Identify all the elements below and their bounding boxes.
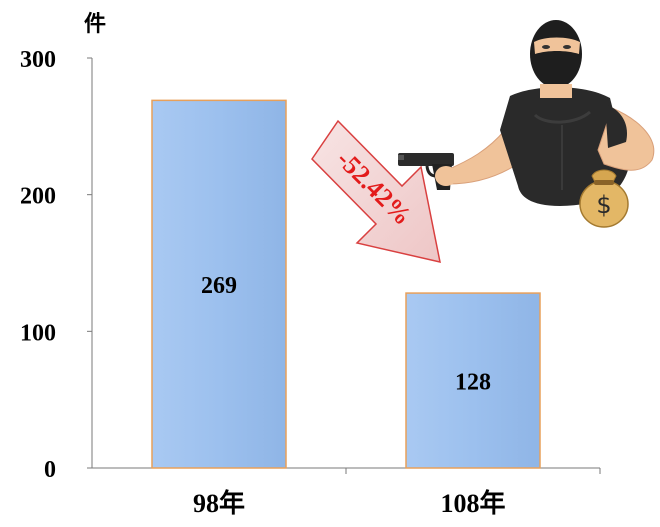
x-category-label: 98年 xyxy=(193,488,245,518)
y-tick-label: 0 xyxy=(44,457,56,483)
decrease-arrow: -52.42% xyxy=(311,119,441,263)
robber-illustration: $ xyxy=(398,20,655,228)
money-bag-icon: $ xyxy=(579,169,629,228)
decrease-arrow-shape xyxy=(311,119,441,263)
balaclava-head xyxy=(530,20,582,88)
x-category-label: 108年 xyxy=(440,488,505,518)
y-tick-label: 300 xyxy=(20,47,56,73)
bar-1 xyxy=(151,99,287,469)
money-bag-symbol: $ xyxy=(596,191,611,219)
y-tick-label: 200 xyxy=(20,184,56,210)
y-tick-label: 100 xyxy=(20,320,56,346)
bar-2 xyxy=(405,292,541,469)
bar-value-label: 269 xyxy=(201,273,237,299)
y-axis-unit-label: 件 xyxy=(84,12,107,37)
bar-value-label: 128 xyxy=(455,370,491,396)
